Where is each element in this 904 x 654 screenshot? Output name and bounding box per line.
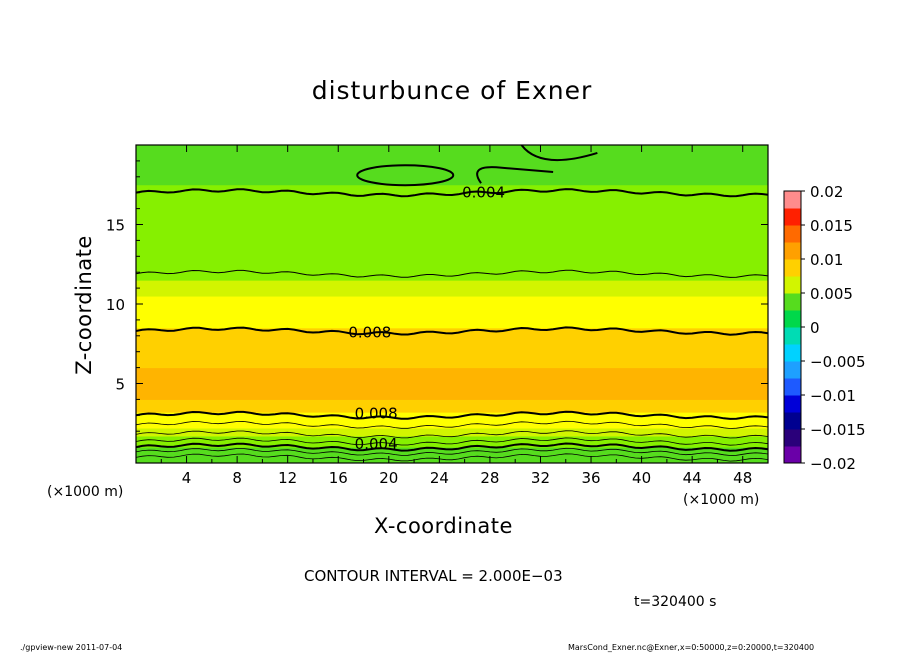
x-tick-label: 44 xyxy=(683,469,702,487)
x-unit-label-right: (×1000 m) xyxy=(683,492,760,508)
colorbar-segment xyxy=(784,378,801,396)
y-tick-label: 5 xyxy=(115,376,125,394)
x-tick-label: 12 xyxy=(278,469,297,487)
contour-lines xyxy=(136,145,768,462)
contour-line xyxy=(136,420,768,429)
colorbar-segment xyxy=(784,361,801,379)
x-unit-label-left: (×1000 m) xyxy=(47,484,124,500)
x-tick-label: 16 xyxy=(329,469,348,487)
x-tick-label: 4 xyxy=(182,469,192,487)
colorbar-label: −0.01 xyxy=(810,387,856,405)
contour-band xyxy=(136,399,768,413)
x-axis-label: X-coordinate xyxy=(374,514,513,538)
x-tick-label: 24 xyxy=(430,469,449,487)
contour-interval-label: CONTOUR INTERVAL = 2.000E−03 xyxy=(304,567,563,585)
x-tick-label: 48 xyxy=(733,469,752,487)
contour-band xyxy=(136,442,768,448)
contour-band xyxy=(136,451,768,459)
colorbar-segment xyxy=(784,446,801,464)
contour-label: 0.004 xyxy=(462,184,505,202)
contour-line xyxy=(136,453,768,462)
colorbar: 0.02 0.015 0.01 0.005 0 −0.005 −0.01 −0.015 −0.0… xyxy=(783,183,866,473)
contour-line xyxy=(136,188,768,198)
contour-line xyxy=(136,410,768,420)
contour-fill-bands xyxy=(136,145,768,463)
contour-band xyxy=(136,184,768,202)
contour-band xyxy=(136,428,768,437)
x-tick-label: 8 xyxy=(232,469,242,487)
contour-band xyxy=(136,216,768,233)
footer-program-date: ./gpview-new 2011-07-04 xyxy=(20,643,123,652)
colorbar-segment xyxy=(784,208,801,226)
contour-band xyxy=(136,248,768,265)
colorbar-segment xyxy=(784,225,801,243)
contour-band xyxy=(136,359,768,369)
contour-label: 0.008 xyxy=(355,405,398,423)
x-tick-label: 40 xyxy=(632,469,651,487)
colorbar-label: −0.005 xyxy=(810,353,866,371)
y-tick-label: 15 xyxy=(106,217,125,235)
contour-band xyxy=(136,458,768,463)
x-axis: 4 8 12 16 20 24 28 32 36 40 44 48 xyxy=(160,145,752,487)
contour-line xyxy=(136,430,768,439)
colorbar-label: 0.02 xyxy=(810,183,843,201)
contour-band xyxy=(136,232,768,249)
colorbar-label: −0.015 xyxy=(810,421,866,439)
colorbar-segment xyxy=(784,276,801,294)
contour-line xyxy=(356,164,455,187)
x-tick-label: 32 xyxy=(531,469,550,487)
contour-line xyxy=(476,166,554,184)
contour-band xyxy=(136,383,768,400)
y-tick-label: 10 xyxy=(106,296,125,314)
contour-label: 0.008 xyxy=(348,324,391,342)
contour-band xyxy=(136,367,768,384)
contour-band xyxy=(136,335,768,353)
contour-band xyxy=(136,264,768,281)
colorbar-label: 0.01 xyxy=(810,251,843,269)
x-tick-label: 20 xyxy=(379,469,398,487)
colorbar-label: −0.02 xyxy=(810,455,856,473)
x-tick-label: 28 xyxy=(480,469,499,487)
contour-labels: 0.004 0.008 0.008 0.004 xyxy=(348,184,505,453)
contour-band xyxy=(136,351,768,361)
contour-band xyxy=(136,145,768,170)
contour-band xyxy=(136,311,768,329)
contour-line xyxy=(136,437,768,446)
colorbar-segment xyxy=(784,191,801,209)
contour-band xyxy=(136,412,768,421)
colorbar-segment xyxy=(784,242,801,260)
contour-band xyxy=(136,435,768,443)
contour-band xyxy=(136,327,768,337)
contour-band xyxy=(136,296,768,313)
chart-title: disturbunce of Exner xyxy=(311,76,593,105)
colorbar-segment xyxy=(784,327,801,345)
y-axis-label: Z-coordinate xyxy=(72,235,96,375)
colorbar-segment xyxy=(784,395,801,413)
colorbar-label: 0.005 xyxy=(810,285,853,303)
x-tick-label: 36 xyxy=(581,469,600,487)
colorbar-segment xyxy=(784,412,801,430)
time-label: t=320400 s xyxy=(634,594,717,610)
y-axis: 5 10 15 xyxy=(106,160,768,448)
contour-band xyxy=(136,280,768,297)
colorbar-segment xyxy=(784,429,801,447)
contour-band xyxy=(136,420,768,429)
contour-line xyxy=(136,269,768,278)
contour-label: 0.004 xyxy=(355,435,398,453)
contour-line xyxy=(136,326,768,336)
colorbar-segment xyxy=(784,259,801,277)
colorbar-label: 0 xyxy=(810,319,820,337)
colorbar-segment xyxy=(784,344,801,362)
colorbar-segment xyxy=(784,293,801,311)
contour-band xyxy=(136,200,768,218)
contour-line xyxy=(136,442,768,452)
colorbar-label: 0.015 xyxy=(810,217,853,235)
contour-line xyxy=(520,145,598,162)
contour-line xyxy=(136,447,768,456)
footer-data-source: MarsCond_Exner.nc@Exner,x=0:50000,z=0:20… xyxy=(568,643,815,652)
colorbar-segment xyxy=(784,310,801,328)
